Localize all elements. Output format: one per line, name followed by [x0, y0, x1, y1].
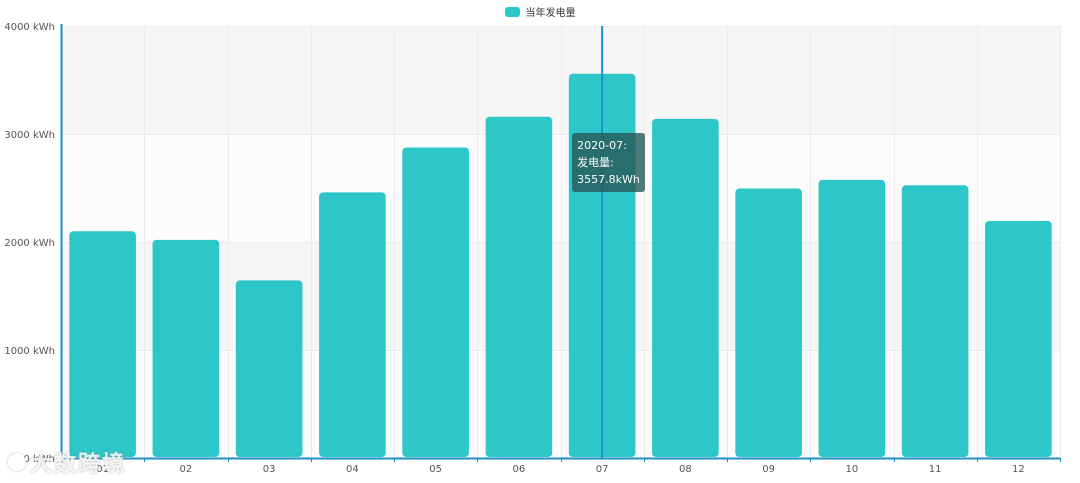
legend[interactable]: 当年发电量 [0, 4, 1080, 19]
grid-band [61, 26, 1060, 134]
y-tick-label: 0 kWh [23, 454, 55, 465]
bar-04 [319, 192, 386, 457]
x-tick-label: 08 [679, 464, 692, 475]
legend-swatch-icon[interactable] [504, 6, 520, 17]
bar-02 [152, 239, 220, 457]
y-tick-label: 1000 kWh [4, 346, 55, 357]
x-tick-label: 01 [96, 464, 109, 475]
tooltip-date: 2020-07: [577, 139, 627, 152]
bar-08 [652, 118, 719, 457]
bar-12 [985, 220, 1052, 457]
bar-10 [818, 179, 886, 457]
x-tick-label: 03 [263, 464, 276, 475]
x-tick-label: 09 [762, 464, 775, 475]
grid-band [61, 350, 1060, 458]
bar-11 [901, 185, 969, 458]
x-tick-label: 05 [429, 464, 442, 475]
x-tick-label: 04 [346, 464, 359, 475]
bar-03 [235, 280, 303, 457]
tooltip-label: 发电量: [577, 156, 614, 169]
y-tick-label: 4000 kWh [4, 22, 55, 33]
legend-label[interactable]: 当年发电量 [525, 8, 576, 19]
grid-band [61, 134, 1060, 242]
x-tick-label: 02 [180, 464, 193, 475]
x-tick-label: 07 [596, 464, 609, 475]
bar-09 [735, 188, 802, 458]
x-tick-label: 10 [846, 464, 859, 475]
bar-01 [69, 231, 136, 457]
y-tick-label: 2000 kWh [4, 238, 55, 249]
bar-05 [402, 147, 469, 457]
watermark-logo: 大数跨境 [8, 446, 126, 478]
watermark-text: 大数跨境 [30, 452, 127, 477]
x-tick-label: 06 [513, 464, 526, 475]
watermark-icon [8, 453, 26, 471]
grid-band [61, 242, 1060, 350]
tooltip-value: 3557.8kWh [577, 173, 640, 186]
chart-tooltip: 2020-07: 发电量: 3557.8kWh [572, 133, 645, 192]
x-tick-label: 11 [929, 464, 942, 475]
y-tick-label: 3000 kWh [4, 130, 55, 141]
bar-06 [485, 116, 553, 457]
x-tick-label: 12 [1012, 464, 1025, 475]
